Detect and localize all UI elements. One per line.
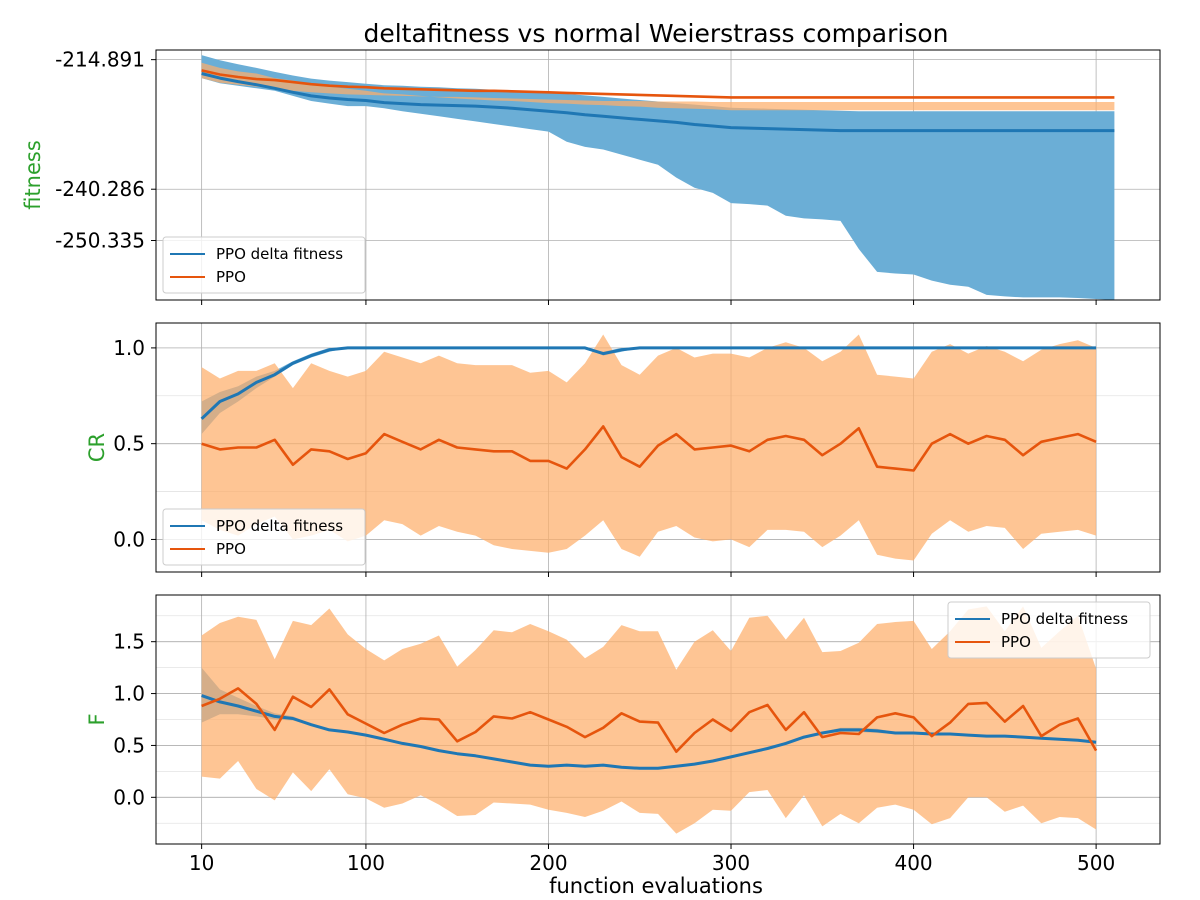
legend-box (947, 601, 1151, 659)
plot-area (201, 55, 1115, 300)
y-tick-label: -250.335 (55, 228, 145, 252)
plot-area (200, 334, 1097, 561)
ppo-line (201, 69, 1115, 99)
y-tick-label: -214.891 (55, 48, 145, 72)
x-tick-label: 100 (347, 851, 385, 875)
ppo-line (201, 687, 1098, 754)
legend-label: PPO delta fitness (1001, 610, 1128, 628)
panel-f: 10 100 200 300 400 500 0.0 0.5 1.0 1.5 F PPO delta … (85, 594, 1161, 875)
y-tick-label: -240.286 (55, 177, 145, 201)
delta-fitness-line (201, 694, 1097, 770)
legend-box (162, 508, 366, 566)
axes-frame (155, 594, 1161, 845)
x-tick-label: 500 (1077, 851, 1115, 875)
panels: -214.891 -240.286 -250.335 fitness PPO delta… (21, 48, 1161, 875)
x-tick-label: 400 (894, 851, 932, 875)
y-tick-label: 0.5 (113, 733, 145, 757)
legend-label: PPO delta fitness (216, 517, 343, 535)
y-axis-label: fitness (21, 140, 45, 210)
x-tick-label: 300 (712, 851, 750, 875)
axes-frame (155, 322, 1161, 573)
legend: PPO delta fitness PPO (162, 508, 366, 566)
y-tick-label: 1.0 (113, 336, 145, 360)
delta-fitness-band (201, 55, 1115, 300)
axes-frame (155, 49, 1161, 301)
panel-fitness: -214.891 -240.286 -250.335 fitness PPO delta… (21, 48, 1161, 305)
y-axis-label: F (85, 713, 109, 725)
delta-fitness-line (200, 346, 1097, 420)
legend-label: PPO (216, 540, 246, 558)
x-axis-label: function evaluations (549, 874, 763, 898)
ppo-band (201, 606, 1097, 834)
ppo-band (201, 334, 1097, 561)
y-tick-label: 0.0 (113, 785, 145, 809)
legend-label: PPO (1001, 633, 1031, 651)
plot-area (201, 606, 1098, 834)
legend: PPO delta fitness PPO (162, 236, 366, 294)
y-tick-label: 0.0 (113, 527, 145, 551)
y-tick-label: 1.5 (113, 630, 145, 654)
legend-label: PPO (216, 268, 246, 286)
y-tick-label: 1.0 (113, 682, 145, 706)
legend-box (162, 236, 366, 294)
x-tick-label: 200 (529, 851, 567, 875)
legend-label: PPO delta fitness (216, 245, 343, 263)
panel-cr: 0.0 0.5 1.0 CR PPO delta fitness PPO (85, 322, 1161, 577)
y-tick-label: 0.5 (113, 432, 145, 456)
x-tick-label: 10 (189, 851, 214, 875)
legend: PPO delta fitness PPO (947, 601, 1151, 659)
ppo-line (201, 425, 1097, 472)
ppo-band (201, 62, 1115, 111)
chart-title: deltafitness vs normal Weierstrass compa… (363, 19, 948, 48)
y-axis-label: CR (85, 433, 109, 462)
delta-fitness-line (201, 72, 1115, 133)
